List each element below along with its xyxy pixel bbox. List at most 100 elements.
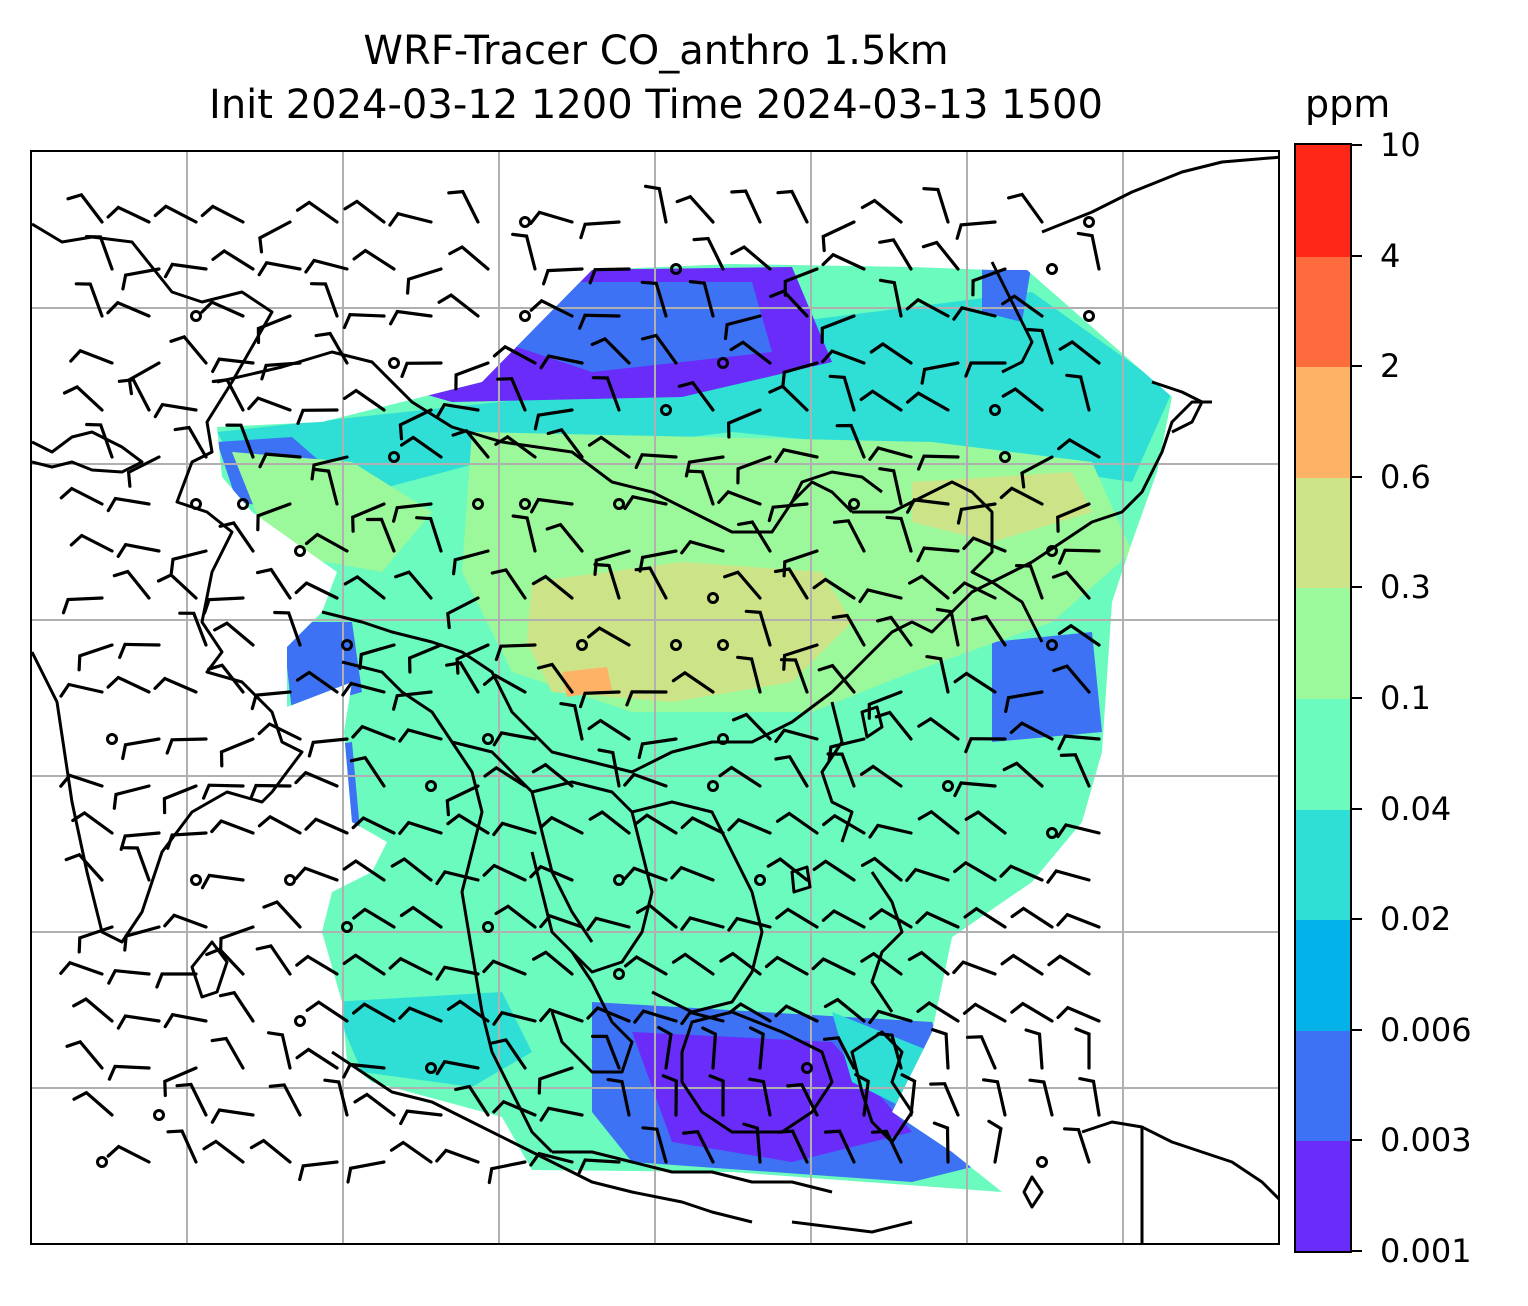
wind-barb (597, 748, 621, 788)
wind-barb (680, 539, 725, 555)
wind-barb (900, 1073, 917, 1117)
wind-barb (406, 267, 443, 295)
wind-barb (1009, 721, 1054, 741)
calm-wind-circle (153, 1109, 165, 1121)
wind-barb (917, 809, 960, 835)
wind-barb (987, 1119, 1003, 1164)
calm-wind-circle (341, 921, 353, 933)
wind-barb (446, 999, 490, 1023)
calm-wind-circle (801, 1062, 813, 1074)
wind-barb (352, 907, 396, 929)
wind-barb (822, 1036, 856, 1070)
wind-barb (294, 581, 339, 600)
wind-barb (878, 238, 913, 271)
wind-barb (962, 1002, 1007, 1023)
calm-wind-circle (190, 874, 202, 886)
wind-barb (352, 248, 396, 271)
wind-barb (823, 997, 866, 1023)
wind-barb (916, 1001, 960, 1023)
wind-barb (496, 377, 527, 412)
wind-barb (163, 913, 208, 929)
wind-barb (727, 916, 772, 932)
wind-barb (820, 314, 856, 344)
wind-barb (250, 690, 292, 711)
wind-barb (59, 960, 104, 976)
colorbar-units-label: ppm (1305, 82, 1391, 126)
wind-barb (388, 956, 433, 976)
wind-barb (295, 670, 339, 694)
wind-barb (591, 376, 621, 412)
wind-barb (876, 1032, 903, 1070)
wind-barb (860, 951, 903, 976)
calm-wind-circle (1046, 545, 1058, 557)
wind-barb (539, 354, 584, 370)
wind-barb (539, 1106, 584, 1122)
wind-barb (294, 866, 339, 882)
wind-barb (435, 965, 480, 981)
wind-barb (730, 245, 772, 271)
wind-barb (1028, 1078, 1054, 1117)
wind-barb (971, 267, 1007, 297)
wind-barb (323, 1078, 349, 1117)
wind-barb (487, 1160, 527, 1185)
wind-barb (905, 297, 950, 318)
title-line-1: WRF-Tracer CO_anthro 1.5km (363, 28, 949, 74)
wind-barb (343, 574, 386, 600)
wind-barb (77, 925, 114, 954)
calm-wind-circle (190, 310, 202, 322)
wind-barb (906, 498, 950, 514)
wind-barb (511, 232, 537, 271)
calm-wind-circle (388, 451, 400, 463)
calm-wind-circle (1083, 310, 1095, 322)
wind-barb (529, 210, 574, 225)
wind-barb (748, 1077, 772, 1117)
coastlines-and-borders (32, 155, 1278, 1243)
wind-barb (205, 947, 245, 976)
wind-barb (764, 955, 809, 976)
wind-barb (821, 252, 866, 271)
wind-barb (869, 907, 913, 929)
wind-barb (533, 408, 574, 431)
wind-barb (826, 752, 856, 788)
colorbar-tick (1352, 254, 1362, 257)
colorbar-segment (1296, 145, 1350, 257)
colorbar-segment (1296, 919, 1350, 1031)
wind-barb (1046, 869, 1091, 884)
wind-barb (688, 280, 715, 318)
wind-barb (435, 402, 480, 419)
wind-barb (828, 374, 856, 412)
wind-barb (305, 1000, 349, 1023)
calm-wind-circle (1046, 639, 1058, 651)
wind-barb (680, 816, 725, 835)
wind-barb (708, 1074, 725, 1117)
wind-barb (1002, 761, 1044, 788)
wind-barb (779, 658, 809, 694)
wind-barb (542, 267, 584, 286)
wind-barb (163, 1012, 208, 1029)
wind-barb (532, 950, 574, 976)
wind-barb (492, 344, 537, 365)
wind-barb (859, 764, 903, 788)
wind-barb (932, 1121, 950, 1164)
wind-barb (953, 671, 997, 694)
wind-barb (925, 655, 950, 694)
wind-barb (341, 681, 386, 697)
wind-barb (153, 402, 198, 419)
wind-barb (952, 960, 997, 976)
wind-barb (634, 453, 678, 470)
wind-barb (539, 1007, 584, 1023)
wind-barb (529, 864, 574, 882)
wind-barb (964, 737, 1007, 754)
wind-barb (155, 972, 198, 989)
wind-barb (915, 910, 960, 929)
wind-barb (219, 737, 255, 768)
wind-barb (69, 348, 114, 365)
wind-barb (1058, 340, 1101, 365)
wind-barb (349, 755, 386, 788)
calm-wind-circle (1046, 827, 1058, 839)
wind-barb (917, 454, 960, 471)
wind-barb (971, 614, 1007, 647)
wind-barb (1056, 1005, 1101, 1023)
colorbar-tick-label: 0.04 (1380, 789, 1452, 828)
wind-barb (906, 391, 950, 412)
